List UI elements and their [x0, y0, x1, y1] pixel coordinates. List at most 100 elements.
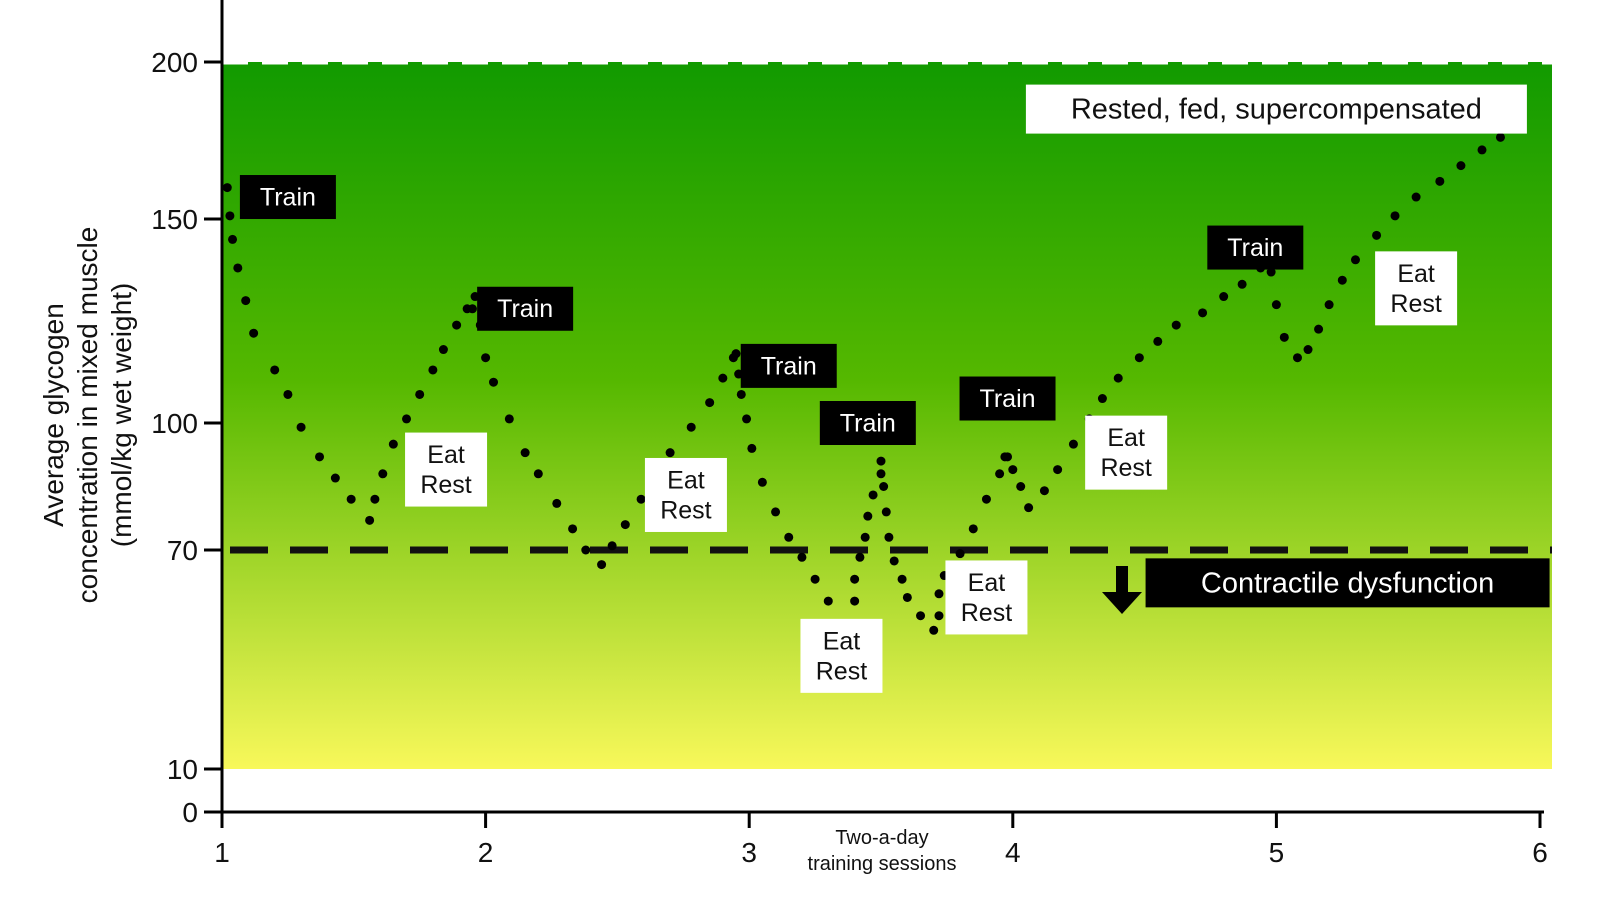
data-point: [934, 611, 944, 621]
annotation-text: Rest: [660, 496, 711, 524]
annotation-text: Eat: [968, 569, 1006, 597]
data-point: [428, 365, 438, 375]
y-ticks: 0 10 70 100 150 200: [151, 47, 222, 828]
data-point: [705, 398, 715, 408]
annotation-box: [1025, 84, 1527, 134]
data-point: [850, 574, 860, 584]
y-tick-label: 0: [182, 797, 198, 828]
data-point: [736, 389, 746, 399]
data-point: [1237, 279, 1247, 289]
data-point: [520, 448, 530, 458]
data-point: [597, 560, 607, 570]
annotation-text: Rested, fed, supercompensated: [1071, 94, 1482, 126]
data-point: [784, 532, 794, 542]
data-point: [860, 532, 870, 542]
data-point: [1372, 230, 1382, 240]
data-point: [568, 524, 578, 534]
dark-label-box: Contractile dysfunction: [1145, 558, 1550, 608]
data-point: [228, 234, 238, 244]
x-axis-note-line: training sessions: [808, 853, 957, 875]
annotation-box: [239, 175, 336, 220]
data-point: [1171, 320, 1181, 330]
data-point: [1314, 324, 1324, 334]
annotation-box: [959, 376, 1056, 421]
data-point: [1097, 394, 1107, 404]
data-point: [452, 320, 462, 330]
data-point: [968, 524, 978, 534]
data-point: [1303, 345, 1313, 355]
data-point: [665, 448, 675, 458]
x-tick-label: 3: [741, 837, 757, 868]
data-point: [1134, 353, 1144, 363]
data-point: [330, 473, 340, 483]
data-point: [388, 439, 398, 449]
data-point: [747, 443, 757, 453]
data-point: [1477, 145, 1487, 155]
data-point: [504, 414, 514, 424]
data-point: [1411, 192, 1421, 202]
data-point: [902, 592, 912, 602]
data-point: [1390, 211, 1400, 221]
annotation-text: Eat: [1107, 424, 1145, 452]
data-point: [533, 469, 543, 479]
data-point: [270, 365, 280, 375]
data-point: [1008, 465, 1018, 475]
data-point: [1271, 300, 1281, 310]
x-tick-label: 1: [214, 837, 230, 868]
data-point: [249, 328, 259, 338]
annotation-box: [945, 560, 1028, 635]
data-point: [489, 377, 499, 387]
data-point: [378, 469, 388, 479]
x-tick-label: 5: [1269, 837, 1285, 868]
data-point: [889, 556, 899, 566]
data-point: [402, 414, 412, 424]
y-tick-label: 200: [151, 47, 198, 78]
dark-label-box: Train: [740, 343, 837, 388]
axes: [220, 0, 1544, 818]
annotation-box: [405, 432, 488, 507]
dark-label-box: Train: [239, 175, 336, 220]
data-point: [868, 490, 878, 500]
data-point: [1337, 275, 1347, 285]
data-point: [636, 494, 646, 504]
data-point: [283, 389, 293, 399]
x-tick-label: 6: [1532, 837, 1548, 868]
x-tick-label: 4: [1005, 837, 1021, 868]
y-axis-label-line: Average glycogen: [38, 303, 69, 527]
annotation-text: Eat: [823, 627, 861, 655]
data-point: [881, 507, 891, 517]
y-tick-label: 70: [167, 535, 198, 566]
data-point: [481, 353, 491, 363]
data-point: [620, 520, 630, 530]
data-point: [797, 552, 807, 562]
x-axis-note-line: Two-a-day: [835, 827, 928, 849]
data-point: [884, 532, 894, 542]
data-point: [879, 482, 889, 491]
data-point: [1219, 292, 1229, 302]
annotation-box: [644, 457, 727, 532]
annotation-text: Train: [497, 295, 553, 323]
dark-label-box: Train: [959, 376, 1056, 421]
annotation-box: [740, 343, 837, 388]
data-point: [370, 494, 380, 504]
y-tick-label: 100: [151, 408, 198, 439]
data-point: [233, 263, 243, 273]
data-point: [810, 574, 820, 584]
annotation-box: [1375, 251, 1458, 326]
data-point: [929, 625, 939, 635]
data-point: [876, 469, 886, 479]
annotation-text: Eat: [667, 466, 705, 494]
data-point: [863, 511, 873, 521]
annotation-text: Rest: [1390, 290, 1441, 318]
data-point: [1068, 439, 1078, 449]
data-point: [1016, 482, 1026, 491]
annotation-box: [819, 401, 916, 445]
data-point: [934, 589, 944, 599]
y-axis-label-line: (mmol/kg wet weight): [106, 283, 137, 548]
annotation-text: Contractile dysfunction: [1201, 567, 1494, 599]
